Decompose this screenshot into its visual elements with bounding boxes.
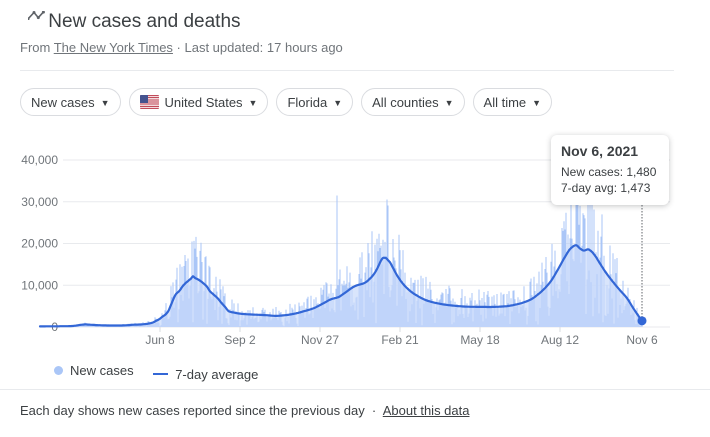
svg-text:May 18: May 18 (460, 333, 500, 347)
svg-text:20,000: 20,000 (21, 237, 58, 251)
svg-text:Nov 27: Nov 27 (301, 333, 339, 347)
svg-text:40,000: 40,000 (21, 153, 58, 167)
svg-text:Aug 12: Aug 12 (541, 333, 579, 347)
svg-text:10,000: 10,000 (21, 278, 58, 292)
svg-text:30,000: 30,000 (21, 195, 58, 209)
svg-text:Feb 21: Feb 21 (381, 333, 419, 347)
svg-text:Nov 6: Nov 6 (626, 333, 658, 347)
svg-text:Jun 8: Jun 8 (145, 333, 175, 347)
svg-text:Sep 2: Sep 2 (224, 333, 256, 347)
